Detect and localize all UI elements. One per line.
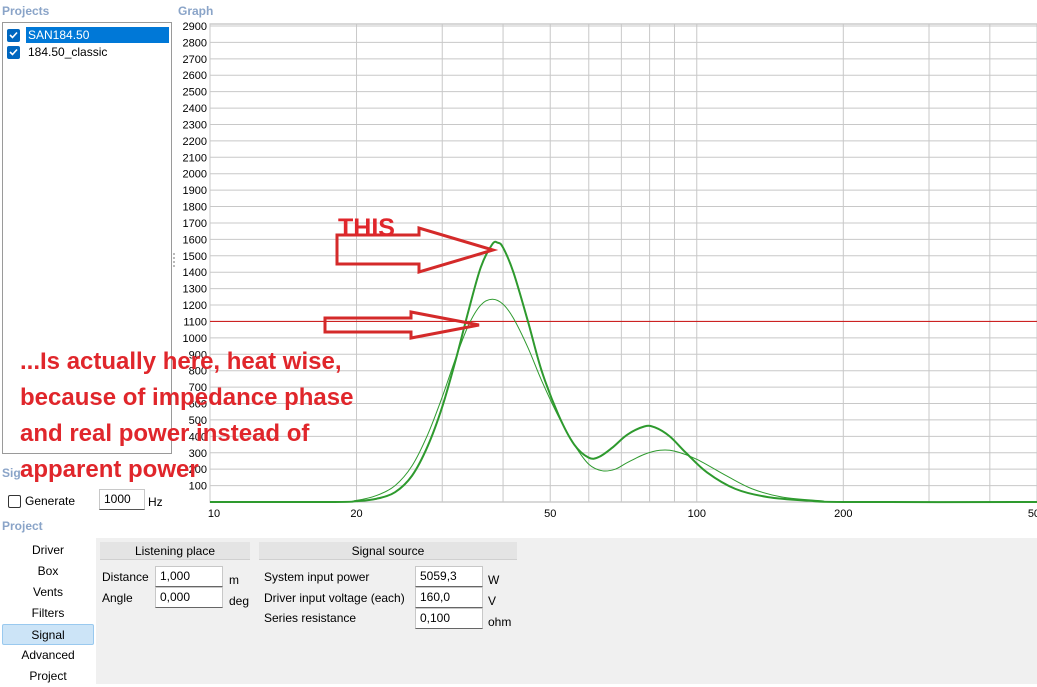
splitter-handle[interactable] bbox=[172, 252, 176, 270]
x-tick-label: 500 bbox=[1028, 508, 1037, 518]
series-resistance-input[interactable]: 0,100 bbox=[415, 608, 483, 629]
x-tick-label: 100 bbox=[688, 508, 706, 518]
projects-section-label: Projects bbox=[2, 4, 50, 18]
signal-source-header: Signal source bbox=[259, 542, 517, 560]
generate-label: Generate bbox=[25, 494, 76, 508]
system-input-power-label: System input power bbox=[264, 570, 370, 584]
listening-place-header: Listening place bbox=[100, 542, 250, 560]
driver-input-voltage-label: Driver input voltage (each) bbox=[264, 591, 405, 605]
y-tick-label: 1600 bbox=[183, 234, 207, 246]
distance-label: Distance bbox=[102, 570, 149, 584]
project-item-san184-50[interactable]: SAN184.50 bbox=[7, 27, 169, 43]
y-tick-label: 1900 bbox=[183, 185, 207, 197]
annotation-line: and real power instead of bbox=[20, 420, 310, 447]
y-tick-label: 700 bbox=[189, 382, 207, 394]
generate-checkbox[interactable] bbox=[8, 494, 21, 508]
signal-section-label: Sig bbox=[2, 466, 21, 480]
y-tick-label: 200 bbox=[189, 464, 207, 476]
system-input-power-input[interactable]: 5059,3 bbox=[415, 566, 483, 587]
nav-item-filters[interactable]: Filters bbox=[31, 606, 65, 620]
y-tick-label: 300 bbox=[189, 448, 207, 460]
y-tick-label: 1400 bbox=[183, 267, 207, 279]
frequency-unit: Hz bbox=[148, 495, 163, 509]
annotation-line: ...Is actually here, heat wise, bbox=[20, 348, 342, 375]
annotation-line: apparent power bbox=[20, 456, 199, 483]
y-tick-label: 600 bbox=[189, 399, 207, 411]
y-tick-label: 1100 bbox=[183, 316, 207, 328]
graph-chart: 100 200 300 400 500 600 700 800 900 1000 1100 1200 1… bbox=[183, 22, 1037, 518]
project-checkbox[interactable] bbox=[7, 45, 20, 59]
y-tick-label: 2800 bbox=[183, 37, 207, 49]
y-tick-label: 2700 bbox=[183, 54, 207, 66]
nav-item-project[interactable]: Project bbox=[29, 669, 67, 683]
project-item-label: 184.50_classic bbox=[28, 45, 108, 59]
nav-item-box[interactable]: Box bbox=[37, 564, 59, 578]
y-tick-label: 2400 bbox=[183, 103, 207, 115]
y-tick-label: 1200 bbox=[183, 300, 207, 312]
annotation-explanation: ...Is actually here, heat wise, because … bbox=[20, 344, 400, 488]
graph-section-label: Graph bbox=[178, 4, 214, 18]
projects-list: SAN184.50 184.50_classic bbox=[2, 22, 172, 454]
y-tick-label: 1500 bbox=[183, 251, 207, 263]
y-tick-label: 1000 bbox=[183, 333, 207, 345]
annotation-line: because of impedance phase bbox=[20, 384, 354, 411]
project-nav: Driver Box Vents Filters Signal Advanced… bbox=[2, 540, 94, 687]
check-icon bbox=[9, 31, 18, 39]
project-section-label: Project bbox=[2, 519, 43, 533]
y-tick-label: 1800 bbox=[183, 202, 207, 214]
x-axis-ticks: 10 20 50 100 200 500 bbox=[208, 508, 1037, 518]
project-item-label: SAN184.50 bbox=[26, 27, 169, 43]
distance-unit: m bbox=[229, 573, 239, 587]
y-tick-label: 800 bbox=[189, 366, 207, 378]
voltage-unit: V bbox=[488, 594, 497, 608]
resistance-unit: ohm bbox=[488, 615, 512, 629]
y-tick-label: 2200 bbox=[183, 136, 207, 148]
x-tick-label: 200 bbox=[834, 508, 852, 518]
y-tick-label: 1700 bbox=[183, 218, 207, 230]
series-line-thin bbox=[209, 298, 1037, 503]
y-tick-label: 2000 bbox=[183, 169, 207, 181]
project-checkbox[interactable] bbox=[7, 28, 20, 42]
series-resistance-label: Series resistance bbox=[264, 611, 357, 625]
y-axis-ticks: 100 200 300 400 500 600 700 800 900 1000 1100 1200 1… bbox=[183, 22, 207, 493]
signal-settings-panel: Listening place Signal source Distance 1… bbox=[96, 538, 1037, 684]
angle-unit: deg bbox=[229, 594, 250, 608]
project-item-184-50-classic[interactable]: 184.50_classic bbox=[7, 44, 169, 60]
y-tick-label: 2300 bbox=[183, 119, 207, 131]
arrow-icon bbox=[323, 310, 480, 340]
nav-item-advanced[interactable]: Advanced bbox=[21, 648, 75, 662]
series-lines bbox=[209, 240, 1037, 504]
nav-item-signal[interactable]: Signal bbox=[2, 624, 94, 645]
x-tick-label: 20 bbox=[350, 508, 362, 518]
y-tick-label: 2600 bbox=[183, 70, 207, 82]
y-tick-label: 900 bbox=[189, 349, 207, 361]
x-tick-label: 10 bbox=[208, 508, 220, 518]
y-tick-label: 2500 bbox=[183, 87, 207, 99]
annotation-arrows bbox=[323, 225, 499, 340]
nav-item-vents[interactable]: Vents bbox=[32, 585, 64, 599]
power-unit: W bbox=[488, 573, 500, 587]
angle-label: Angle bbox=[102, 591, 133, 605]
y-tick-label: 2100 bbox=[183, 152, 207, 164]
y-tick-label: 500 bbox=[189, 415, 207, 427]
check-icon bbox=[9, 48, 18, 56]
y-tick-label: 400 bbox=[189, 431, 207, 443]
arrow-icon bbox=[335, 225, 499, 275]
angle-input[interactable]: 0,000 bbox=[155, 587, 223, 608]
annotation-this: THIS bbox=[338, 214, 395, 242]
y-tick-label: 2900 bbox=[183, 22, 207, 33]
series-line-thick bbox=[209, 240, 1037, 504]
generate-row: Generate bbox=[8, 490, 75, 512]
x-tick-label: 50 bbox=[544, 508, 556, 518]
y-tick-label: 1300 bbox=[183, 284, 207, 296]
y-tick-label: 100 bbox=[189, 481, 207, 493]
frequency-input[interactable]: 1000 bbox=[99, 489, 145, 510]
driver-input-voltage-input[interactable]: 160,0 bbox=[415, 587, 483, 608]
distance-input[interactable]: 1,000 bbox=[155, 566, 223, 587]
nav-item-driver[interactable]: Driver bbox=[32, 543, 64, 557]
